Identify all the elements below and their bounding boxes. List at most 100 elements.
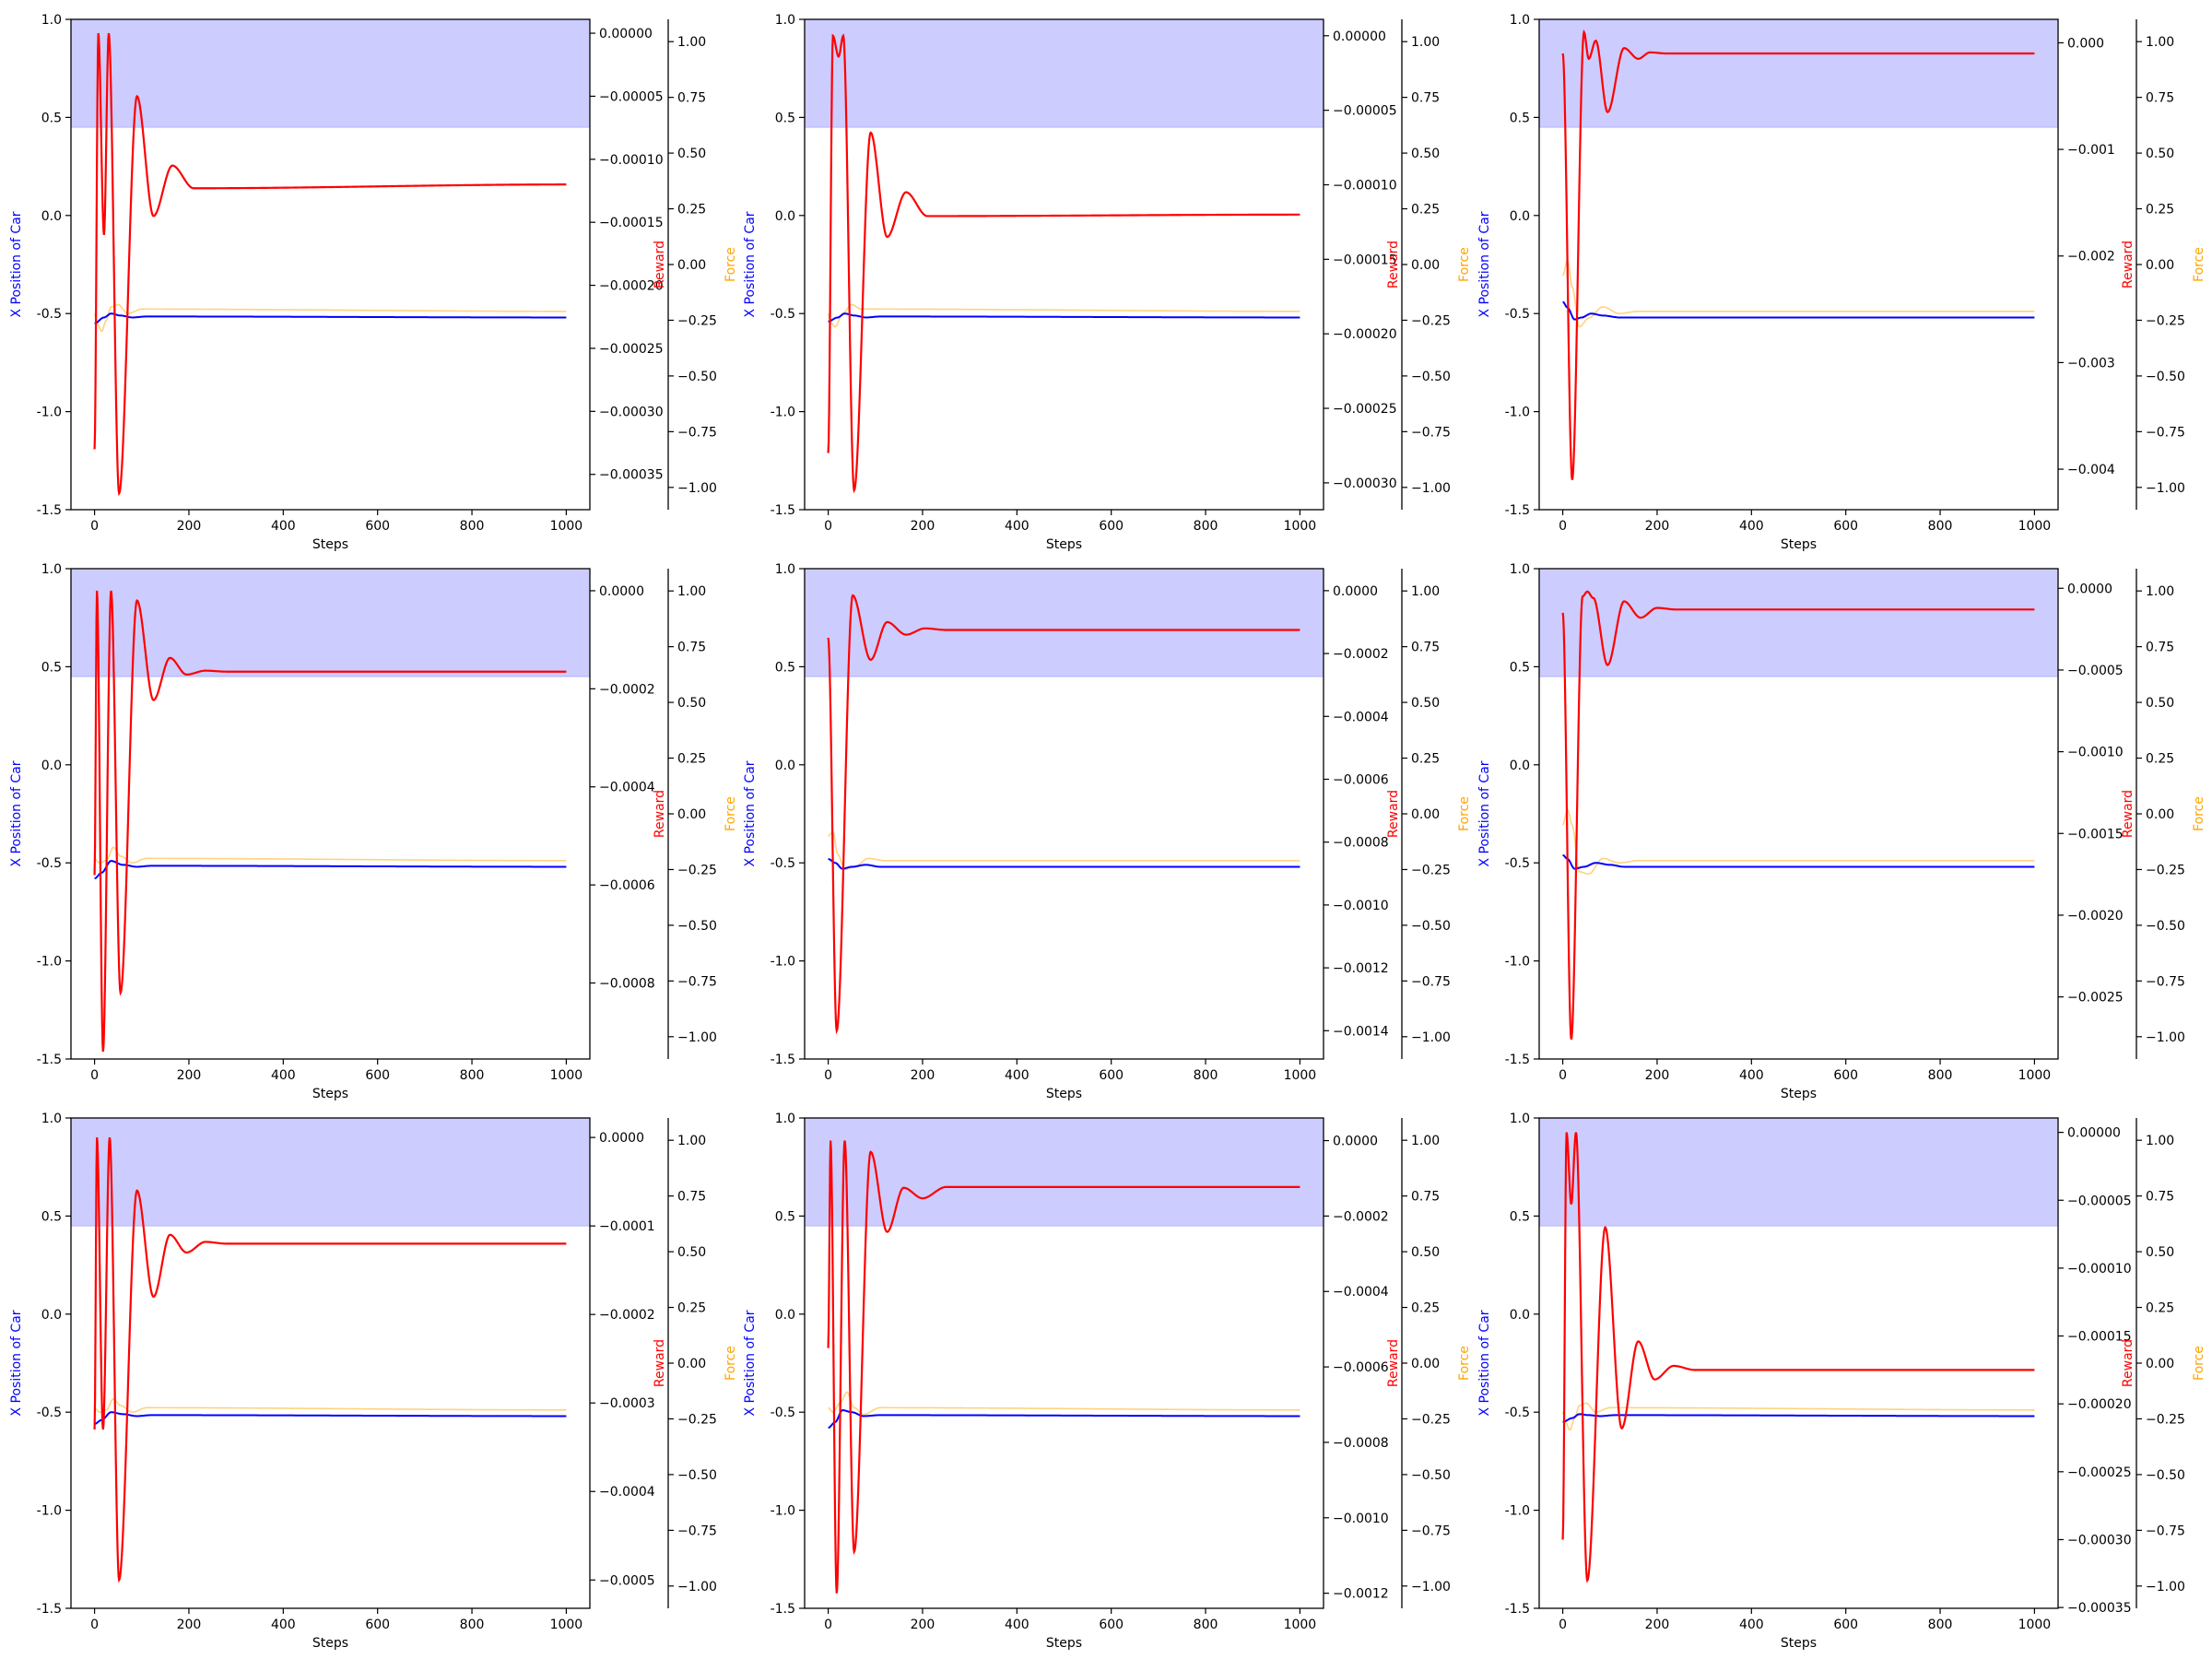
y-tick-label: -1.0 xyxy=(771,955,795,970)
reward-tick-label: −0.0008 xyxy=(1333,836,1389,851)
reward-tick-label: −0.00010 xyxy=(1333,178,1397,193)
subplot-1: 0 200 400 600 800 1000 Steps -1.5 -1.0 -0.5 0.0 0.5… xyxy=(9,13,738,552)
reward-tick-label: −0.0005 xyxy=(2067,664,2124,678)
x-tick-label: 200 xyxy=(911,1068,935,1083)
y-tick-label: 0.0 xyxy=(41,759,62,773)
x-tick-label: 200 xyxy=(177,519,202,534)
force-tick-label: 0.25 xyxy=(677,203,706,218)
position-line xyxy=(94,1411,567,1425)
reward-tick-label: −0.0004 xyxy=(1333,710,1389,724)
x-tick-label: 600 xyxy=(365,1068,390,1083)
x-tick-label: 400 xyxy=(1739,1068,1764,1083)
x-tick-label: 0 xyxy=(1559,519,1567,534)
force-tick-label: −0.25 xyxy=(677,863,717,877)
force-line xyxy=(93,303,567,333)
reward-tick-label: −0.00020 xyxy=(599,279,664,294)
y-axis-label-reward: Reward xyxy=(653,1339,667,1387)
y-tick-label: 0.5 xyxy=(1510,660,1530,675)
y-tick-label: 0.5 xyxy=(775,1209,795,1224)
reward-tick-label: −0.0002 xyxy=(599,682,655,697)
reward-tick-label: −0.003 xyxy=(2067,356,2115,371)
y-tick-label: 1.0 xyxy=(775,562,795,577)
reward-tick-label: −0.00015 xyxy=(2067,1330,2132,1345)
reward-tick-label: −0.00030 xyxy=(2067,1533,2132,1547)
axes-frame xyxy=(804,568,1324,1060)
force-line xyxy=(828,1391,1300,1416)
reward-tick-label: −0.00035 xyxy=(2067,1601,2132,1616)
force-tick-label: 0.50 xyxy=(1411,696,1440,711)
reward-tick-label: 0.00000 xyxy=(2067,1126,2121,1141)
reward-tick-label: −0.0002 xyxy=(1333,1209,1389,1224)
reward-tick-label: 0.0000 xyxy=(1333,584,1378,599)
x-tick-label: 1000 xyxy=(550,1068,583,1083)
x-tick-label: 0 xyxy=(1559,1618,1567,1632)
y-axis-label-force: Force xyxy=(2192,1346,2206,1381)
y-axis-label-reward: Reward xyxy=(2121,790,2136,838)
y-axis-label-position: X Position of Car xyxy=(743,760,758,866)
force-tick-label: −0.25 xyxy=(1411,313,1451,328)
reward-tick-label: −0.0010 xyxy=(2067,746,2124,760)
reward-tick-label: −0.00020 xyxy=(1333,327,1397,342)
position-line xyxy=(94,312,567,324)
reward-tick-label: −0.0008 xyxy=(599,977,655,992)
force-tick-label: −0.50 xyxy=(1411,919,1451,934)
force-line xyxy=(94,1397,567,1414)
force-tick-label: 0.25 xyxy=(1411,203,1440,218)
reward-tick-label: 0.0000 xyxy=(599,584,644,599)
x-tick-label: 1000 xyxy=(550,1618,583,1632)
subplot-2: 0 200 400 600 800 1000 Steps -1.5 -1.0 -0.5 0.0 0.5… xyxy=(743,13,1472,552)
force-line xyxy=(828,830,1300,871)
y-axis-label-force: Force xyxy=(724,247,738,282)
force-line xyxy=(1561,1402,2035,1431)
force-tick-label: −0.75 xyxy=(2146,425,2185,440)
force-tick-label: 0.75 xyxy=(677,91,706,106)
force-tick-label: 0.75 xyxy=(2146,1190,2174,1205)
reward-line xyxy=(827,594,1300,1035)
position-line xyxy=(828,312,1300,323)
force-tick-label: 0.50 xyxy=(1411,147,1440,161)
reward-tick-label: −0.0002 xyxy=(599,1308,655,1323)
force-tick-label: 0.00 xyxy=(1411,258,1440,273)
y-axis-label-position: X Position of Car xyxy=(9,211,24,317)
force-tick-label: 0.25 xyxy=(2146,752,2174,767)
subplot-9: 0 200 400 600 800 1000 Steps -1.5 -1.0 -0.5 0.0 0.5… xyxy=(1477,1112,2206,1651)
reward-tick-label: −0.00015 xyxy=(1333,253,1397,267)
force-tick-label: −0.50 xyxy=(677,1468,717,1483)
x-tick-label: 1000 xyxy=(2018,1068,2052,1083)
reward-tick-label: −0.00030 xyxy=(1333,477,1397,491)
y-tick-label: 1.0 xyxy=(1510,13,1530,28)
x-tick-label: 600 xyxy=(365,519,390,534)
force-tick-label: −0.50 xyxy=(1411,1468,1451,1483)
reward-tick-label: −0.0010 xyxy=(1333,899,1389,913)
force-tick-label: −0.25 xyxy=(1411,1412,1451,1427)
x-tick-label: 1000 xyxy=(550,519,583,534)
x-tick-label: 600 xyxy=(1099,1068,1124,1083)
reward-tick-label: 0.0000 xyxy=(1333,1135,1378,1149)
x-axis-label: Steps xyxy=(1046,537,1082,552)
reward-tick-label: 0.000 xyxy=(2067,36,2104,51)
x-tick-label: 0 xyxy=(824,519,832,534)
x-tick-label: 0 xyxy=(90,1068,99,1083)
force-tick-label: 0.00 xyxy=(2146,258,2174,273)
force-tick-label: 0.75 xyxy=(1411,1190,1440,1205)
y-axis-label-reward: Reward xyxy=(1386,241,1401,288)
y-tick-label: -1.0 xyxy=(37,1504,62,1519)
y-tick-label: -0.5 xyxy=(37,856,62,871)
x-tick-label: 400 xyxy=(1739,519,1764,534)
y-tick-label: -1.0 xyxy=(37,955,62,970)
x-axis-label: Steps xyxy=(1781,1636,1817,1651)
x-axis-label: Steps xyxy=(1046,1636,1082,1651)
force-line xyxy=(1561,807,2035,876)
reward-tick-label: −0.00025 xyxy=(2067,1465,2132,1480)
y-tick-label: 0.0 xyxy=(1510,759,1530,773)
reward-tick-label: −0.001 xyxy=(2067,143,2115,158)
y-tick-label: -0.5 xyxy=(1505,307,1530,322)
force-tick-label: 0.25 xyxy=(677,1301,706,1316)
force-tick-label: 0.50 xyxy=(1411,1245,1440,1260)
reward-line xyxy=(1561,29,2035,480)
y-axis-label-position: X Position of Car xyxy=(1477,760,1492,866)
x-tick-label: 1000 xyxy=(1284,1068,1317,1083)
reward-tick-label: −0.00005 xyxy=(2067,1194,2132,1208)
x-axis-label: Steps xyxy=(312,1636,348,1651)
reward-tick-label: −0.00025 xyxy=(599,342,664,357)
